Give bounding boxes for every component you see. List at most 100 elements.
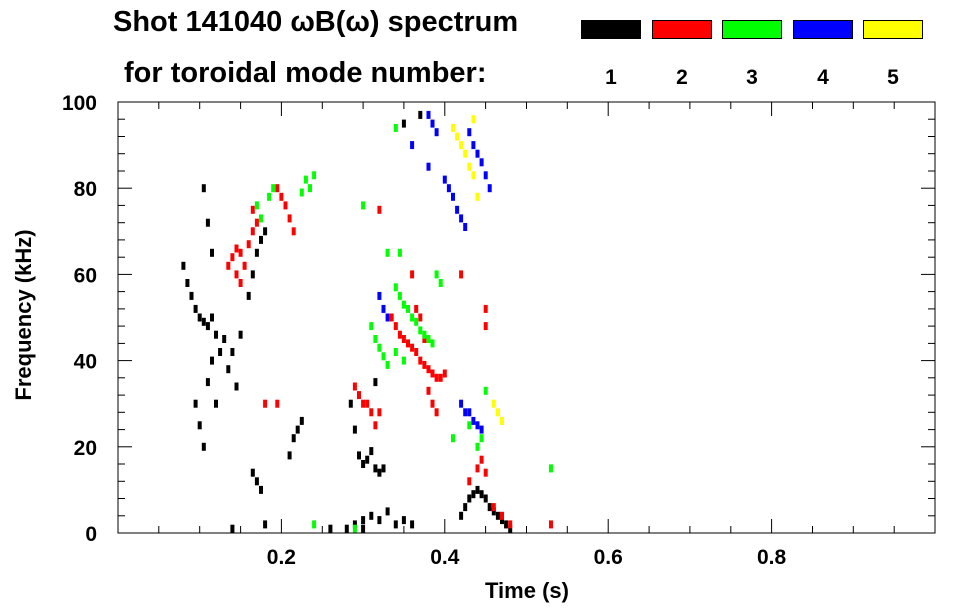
spectral-mark [475, 192, 480, 201]
spectral-mark [479, 455, 484, 464]
axis-tick-labels: 0.2 0.4 0.6 0.8 0 20 40 60 80 100 [62, 92, 787, 569]
y-tick-label: 100 [62, 92, 97, 115]
spectral-mark [430, 339, 435, 348]
spectral-mark [385, 360, 390, 369]
spectral-mark [352, 382, 357, 391]
spectral-mark [483, 322, 488, 331]
spectral-mark [479, 434, 484, 443]
spectral-mark [451, 123, 455, 132]
spectral-mark [357, 391, 361, 400]
spectral-mark [357, 451, 361, 460]
legend-swatch-n3 [722, 20, 782, 39]
spectral-mark [210, 313, 214, 322]
spectral-mark [508, 520, 513, 529]
spectral-mark [291, 227, 296, 236]
spectral-mark [197, 421, 202, 430]
spectral-mark [250, 205, 255, 214]
spectral-mark [479, 425, 484, 434]
spectral-mark [259, 214, 263, 223]
spectral-mark [377, 291, 382, 300]
spectral-mark [348, 399, 353, 408]
spectral-mark [369, 322, 374, 331]
spectral-mark [205, 378, 210, 387]
spectral-mark [377, 468, 382, 477]
legend-swatch-n5 [863, 20, 923, 39]
spectral-mark [467, 421, 472, 430]
spectral-mark [479, 158, 484, 167]
spectral-mark [303, 175, 308, 184]
spectral-mark [226, 365, 231, 374]
axis-ticks [118, 102, 935, 533]
spectral-mark [361, 516, 366, 525]
spectral-mark [197, 313, 202, 322]
spectral-mark [414, 317, 419, 326]
chart-title-line-2: for toroidal mode number: [124, 57, 487, 89]
spectral-mark [238, 279, 243, 287]
spectral-mark [491, 399, 496, 408]
spectral-mark [438, 373, 443, 382]
spectral-mark [471, 115, 476, 124]
spectral-mark [483, 386, 488, 395]
spectral-mark [377, 516, 382, 525]
spectral-mark [410, 343, 415, 352]
spectral-mark [214, 399, 218, 408]
spectral-mark [422, 330, 427, 339]
spectral-mark [410, 313, 415, 322]
spectral-mark [414, 348, 419, 356]
spectral-mark [401, 119, 406, 128]
spectral-mark [254, 477, 259, 486]
y-axis-title: Frequency (kHz) [11, 229, 36, 400]
spectral-mark [377, 408, 382, 417]
spectral-mark [471, 171, 476, 180]
spectral-mark [279, 192, 284, 201]
data-layer [181, 110, 553, 533]
spectral-mark [467, 162, 472, 171]
spectral-mark [373, 378, 378, 387]
spectral-mark [463, 408, 468, 417]
legend-label-n4: 4 [817, 66, 829, 89]
spectral-mark [418, 110, 423, 119]
spectral-mark [410, 520, 415, 529]
chart-title-line-1: Shot 141040 ωB(ω) spectrum [113, 6, 519, 38]
legend-label-n5: 5 [887, 66, 899, 89]
spectral-mark [459, 270, 464, 279]
spectral-mark [205, 322, 210, 331]
spectral-mark [475, 149, 480, 158]
y-tick-label: 60 [74, 264, 97, 287]
spectral-mark [463, 503, 468, 512]
spectral-mark [479, 490, 484, 499]
spectral-mark [312, 171, 317, 180]
spectral-mark [287, 451, 292, 460]
legend-label-n2: 2 [676, 66, 688, 89]
spectral-mark [459, 511, 464, 520]
spectral-mark [446, 184, 451, 193]
spectral-mark [210, 356, 214, 365]
series-n5 [451, 115, 504, 425]
spectral-mark [385, 313, 390, 322]
spectral-mark [451, 192, 455, 201]
x-axis-title: Time (s) [485, 578, 569, 603]
spectral-mark [238, 330, 243, 339]
spectral-mark [549, 464, 553, 473]
legend-swatch-n4 [793, 20, 853, 39]
spectral-mark [210, 248, 214, 257]
spectral-mark [426, 110, 431, 119]
spectral-mark [418, 326, 423, 335]
spectral-mark [234, 244, 239, 253]
spectral-mark [500, 516, 504, 525]
spectral-mark [401, 516, 406, 525]
spectral-mark [401, 300, 406, 309]
spectral-mark [438, 279, 443, 287]
spectral-mark [373, 421, 378, 430]
spectral-mark [377, 205, 382, 214]
spectral-mark [218, 348, 223, 356]
spectral-mark [393, 520, 398, 529]
spectral-mark [426, 162, 431, 171]
spectral-mark [471, 490, 476, 499]
spectral-mark [467, 128, 472, 137]
spectral-mark [259, 235, 263, 244]
spectral-mark [275, 184, 280, 193]
series-n2 [226, 184, 553, 529]
series-n4 [377, 110, 492, 434]
